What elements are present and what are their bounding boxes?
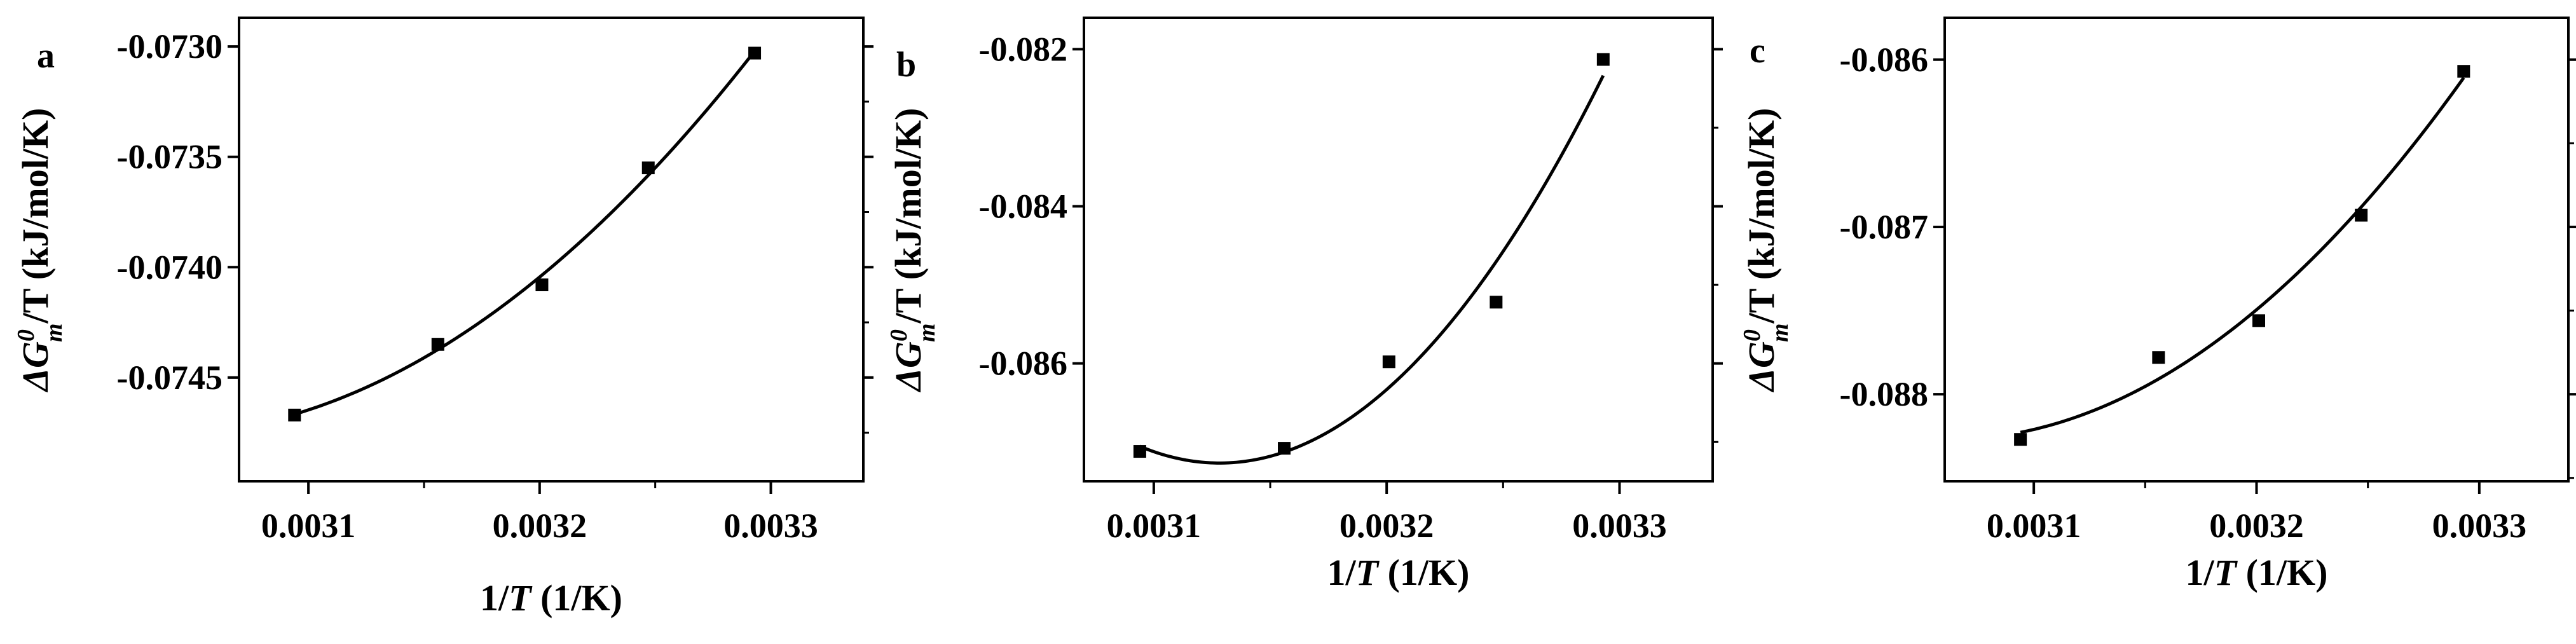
data-point [1490,296,1503,309]
x-axis-label-unit: (1/K) [531,577,622,619]
data-point [641,161,655,175]
data-point [2014,433,2027,446]
y-tick-label: -0.087 [1840,208,1928,246]
y-axis-label-unit: /T (kJ/mol/K) [15,108,56,324]
x-tick-label: 0.0032 [1339,507,1434,545]
x-tick-label: 0.0032 [493,507,587,545]
y-axis-label-sub: m [1767,324,1793,343]
panel-label: b [896,45,916,85]
data-point [2355,209,2368,222]
data-point [2152,351,2165,364]
data-point [748,46,762,60]
y-axis-label-delta: Δ [1741,368,1782,392]
data-point [2457,65,2470,78]
y-tick-label: -0.0740 [117,248,223,286]
x-axis-label-text: 1/ [1327,552,1357,593]
y-axis-label-var: G [887,341,929,368]
data-point [1133,445,1146,458]
y-tick-label: -0.086 [979,345,1067,383]
y-axis-label-delta: Δ [15,368,56,392]
y-axis-label: ΔG0m/T (kJ/mol/K) [13,108,67,393]
panel-label: c [1750,31,1765,71]
panel-label: a [37,36,55,76]
y-axis-label-unit: /T (kJ/mol/K) [887,108,929,324]
x-tick-label: 0.0033 [723,507,818,545]
x-axis-label: 1/T (1/K) [2186,552,2328,593]
data-point [535,278,549,292]
plot-frame [1943,17,2570,483]
x-axis-label-text: 1/ [2186,552,2215,593]
y-tick-label: -0.084 [979,188,1067,226]
y-axis-label: ΔG0m/T (kJ/mol/K) [1739,108,1793,393]
data-point [1382,355,1395,369]
y-tick-label: -0.0730 [117,27,223,65]
y-axis-label-sup: 0 [886,329,912,341]
y-tick-label: -0.082 [979,30,1067,68]
x-tick-label: 0.0033 [2432,507,2527,545]
fit-curve [2020,76,2465,434]
x-axis-label-var: T [509,577,533,619]
x-axis-label-unit: (1/K) [2237,552,2327,593]
x-axis-label-text: 1/ [480,577,509,619]
plot-frame [238,17,865,483]
data-point [288,408,301,421]
x-tick-label: 0.0033 [1572,507,1667,545]
x-axis-label-unit: (1/K) [1378,552,1469,593]
y-axis-label-unit: /T (kJ/mol/K) [1741,108,1782,324]
fit-curve [1139,74,1605,465]
x-axis-label-var: T [2214,552,2238,593]
x-axis-label: 1/T (1/K) [480,577,622,619]
y-axis-label-sub: m [914,324,940,343]
y-axis-label-var: G [1741,341,1782,368]
chart-panel-c: 0.0031 0.0032 0.0033 -0.086 -0.087 -0.088 c 1/T… [1739,17,2576,593]
x-axis-label: 1/T (1/K) [1327,552,1470,593]
chart-panel-b: 0.0031 0.0032 0.0033 -0.082 -0.084 -0.086 b 1/T… [886,17,1723,593]
y-tick-label: -0.0735 [117,138,223,176]
data-point [1278,442,1291,455]
fit-curve [294,50,757,416]
plot-frame [1083,17,1714,483]
y-axis-label-sup: 0 [1739,329,1765,341]
x-tick-label: 0.0032 [2209,507,2304,545]
x-tick-label: 0.0031 [1107,507,1202,545]
y-axis-label-sup: 0 [13,329,39,341]
data-point [1596,53,1610,66]
y-tick-label: -0.0745 [117,359,223,397]
y-tick-label: -0.086 [1840,41,1928,79]
x-axis-label-var: T [1356,552,1380,593]
data-point [431,338,444,351]
y-tick-label: -0.088 [1840,375,1928,413]
y-axis-label-sub: m [41,324,67,343]
x-tick-label: 0.0031 [261,507,356,545]
chart-panel-a: 0.0031 0.0032 0.0033 -0.0730 -0.0735 -0.0740 -… [13,17,874,619]
x-tick-label: 0.0031 [1987,507,2081,545]
data-point [2252,314,2266,327]
y-axis-label-delta: Δ [887,368,929,392]
y-axis-label-var: G [15,341,56,368]
y-axis-label: ΔG0m/T (kJ/mol/K) [886,108,940,393]
